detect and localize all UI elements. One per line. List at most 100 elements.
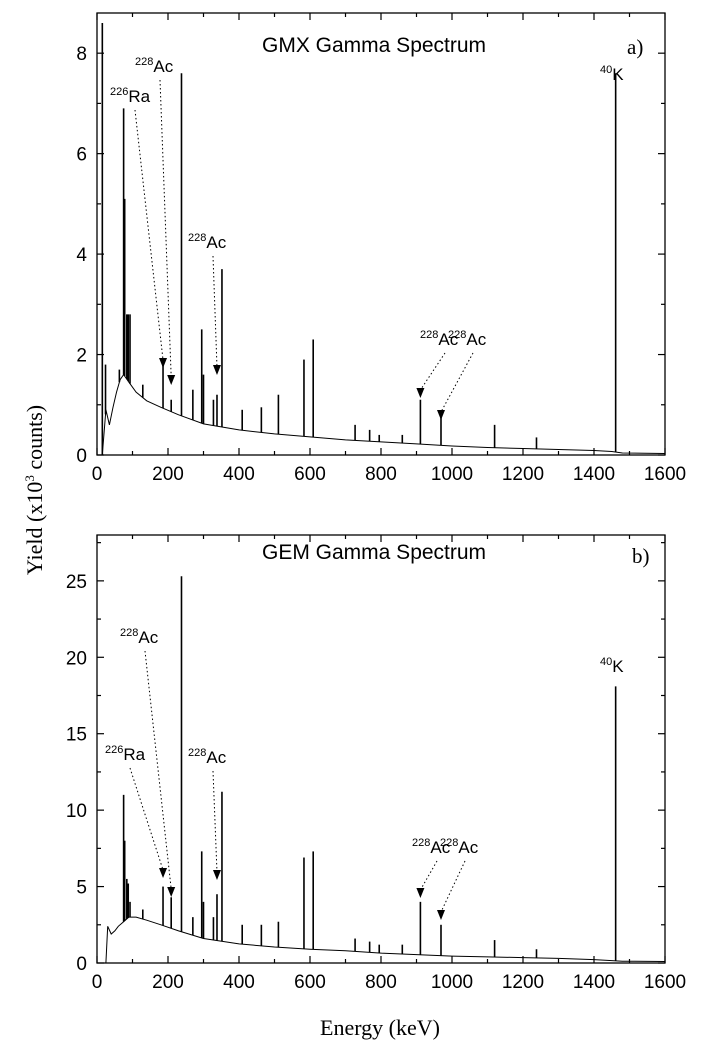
x-tick-label: 0 [92, 464, 103, 485]
isotope-label: 226Ra [110, 86, 151, 106]
isotope-mass-number: 40 [600, 64, 612, 76]
x-tick-label: 600 [294, 464, 326, 485]
isotope-mass-number: 228 [188, 747, 206, 759]
isotope-symbol: Ra [128, 87, 150, 106]
panel-b-x-axis: 0 200 400 600 800 1000 1200 1400 1600 [92, 535, 686, 993]
annotation-leader [440, 352, 474, 413]
annotation-leader [144, 650, 172, 890]
panel-a-spectrum-trace [101, 23, 666, 456]
isotope-symbol: Ac [206, 233, 226, 252]
isotope-mass-number: 228 [120, 627, 138, 639]
annotation-leader [419, 860, 438, 891]
x-axis-title: Energy (keV) [320, 1015, 440, 1040]
panel-b-spectrum-trace [105, 576, 666, 964]
isotope-label: 228Ac [420, 329, 459, 349]
isotope-label: 228Ac [448, 329, 487, 349]
isotope-mass-number: 226 [110, 86, 128, 98]
annotation-leader [212, 255, 218, 368]
isotope-mass-number: 40 [600, 656, 612, 668]
y-tick-label: 15 [66, 725, 87, 746]
isotope-symbol: K [612, 657, 624, 676]
isotope-symbol: Ac [430, 838, 450, 857]
isotope-symbol: Ac [206, 748, 226, 767]
isotope-mass-number: 228 [412, 837, 430, 849]
isotope-mass-number: 226 [105, 744, 123, 756]
annotation-leader [129, 767, 164, 871]
panel-b-title: GEM Gamma Spectrum [262, 541, 486, 564]
x-tick-label: 400 [223, 972, 255, 993]
isotope-label: 228Ac [120, 627, 159, 647]
annotation-arrowhead [167, 887, 176, 897]
isotope-mass-number: 228 [420, 329, 438, 341]
continuum-line [101, 373, 666, 456]
isotope-symbol: Ra [123, 745, 145, 764]
annotation-arrowhead [436, 910, 445, 920]
x-tick-label: 200 [152, 972, 184, 993]
isotope-label: 228Ac [188, 747, 227, 767]
y-axis-title: Yield (x103 counts) [22, 405, 47, 575]
x-tick-label: 1400 [573, 972, 615, 993]
x-tick-label: 1400 [573, 464, 615, 485]
isotope-mass-number: 228 [135, 56, 153, 68]
x-tick-label: 1000 [431, 972, 473, 993]
annotation-leader [440, 860, 466, 913]
panel-a-y-axis: 0 2 4 6 8 [76, 44, 665, 467]
panel-b-gem-spectrum: 0 200 400 600 800 1000 1200 1400 1600 0 5 10 15 20 25… [66, 534, 686, 993]
panel-b-y-axis: 0 5 10 15 20 25 [66, 542, 665, 975]
isotope-symbol: Ac [458, 838, 478, 857]
annotation-leader [212, 770, 218, 873]
isotope-label: 228Ac [135, 56, 174, 76]
isotope-symbol: K [612, 65, 624, 84]
x-tick-label: 0 [92, 972, 103, 993]
annotation-leader [419, 352, 446, 391]
isotope-label: 228Ac [412, 837, 451, 857]
y-tick-label: 10 [66, 801, 87, 822]
panel-a-letter: a) [627, 35, 643, 59]
x-tick-label: 800 [365, 464, 397, 485]
x-tick-label: 1600 [644, 464, 686, 485]
y-axis-title-main: Yield (x10 [22, 482, 47, 576]
y-tick-label: 8 [76, 44, 87, 65]
panel-b-letter: b) [632, 544, 650, 568]
annotation-arrowhead [212, 870, 221, 880]
y-axis-title-exponent: 3 [22, 475, 37, 482]
y-tick-label: 25 [66, 572, 87, 593]
x-tick-label: 1600 [644, 972, 686, 993]
isotope-label: 228Ac [440, 837, 479, 857]
annotation-leader [159, 79, 172, 378]
isotope-label: 40K [600, 656, 624, 676]
x-tick-label: 1200 [502, 972, 544, 993]
y-tick-label: 0 [76, 446, 87, 467]
y-tick-label: 0 [76, 954, 87, 975]
x-tick-label: 1000 [431, 464, 473, 485]
x-tick-label: 400 [223, 464, 255, 485]
panel-a-gmx-spectrum: 0 200 400 600 800 1000 1200 1400 1600 0 2 4 6 8 GMX … [76, 12, 686, 485]
isotope-symbol: Ac [466, 330, 486, 349]
annotation-arrowhead [159, 868, 168, 878]
isotope-symbol: Ac [138, 628, 158, 647]
annotation-arrowhead [436, 410, 445, 420]
y-tick-label: 4 [76, 245, 87, 266]
annotation-arrowhead [416, 388, 425, 398]
x-tick-label: 200 [152, 464, 184, 485]
y-tick-label: 5 [76, 878, 87, 899]
x-tick-label: 600 [294, 972, 326, 993]
isotope-mass-number: 228 [440, 837, 458, 849]
y-tick-label: 20 [66, 648, 87, 669]
continuum-line [105, 916, 666, 964]
x-tick-label: 1200 [502, 464, 544, 485]
annotation-arrowhead [167, 375, 176, 385]
panel-a-title: GMX Gamma Spectrum [262, 34, 486, 57]
isotope-symbol: Ac [438, 330, 458, 349]
annotation-arrowhead [212, 365, 221, 375]
x-tick-label: 800 [365, 972, 397, 993]
y-tick-label: 6 [76, 145, 87, 166]
isotope-mass-number: 228 [188, 232, 206, 244]
isotope-label: 40K [600, 64, 624, 84]
isotope-symbol: Ac [153, 57, 173, 76]
isotope-mass-number: 228 [448, 329, 466, 341]
annotation-arrowhead [159, 358, 168, 368]
